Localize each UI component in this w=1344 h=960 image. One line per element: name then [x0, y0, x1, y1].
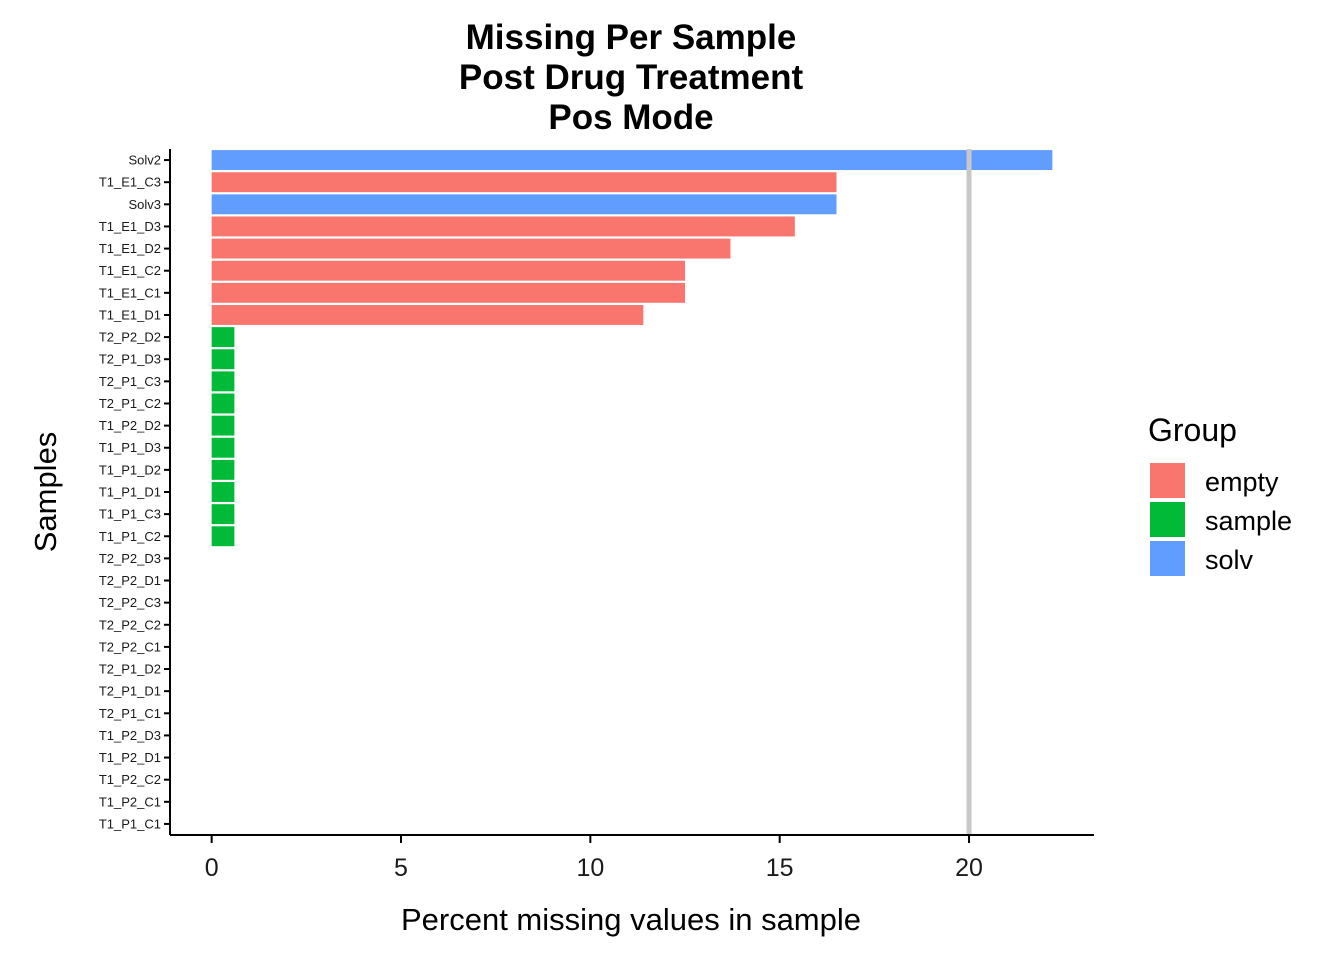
x-tick-label: 5: [394, 854, 408, 882]
y-tick-label: T1_P1_C2: [99, 529, 161, 544]
legend-swatch-solv: [1150, 541, 1185, 576]
y-tick-label: Solv3: [128, 197, 161, 212]
bar-T1_E1_D3: [211, 216, 795, 237]
y-tick-label: T2_P1_D3: [99, 352, 161, 367]
y-axis-title: Samples: [28, 432, 63, 553]
y-tick-label: T1_P2_D1: [99, 750, 161, 765]
bar-T1_P1_C2: [211, 526, 235, 547]
bar-T1_P1_D1: [211, 482, 235, 502]
bar-T2_P2_D2: [211, 327, 235, 348]
y-tick-label: T2_P2_D2: [99, 330, 161, 345]
x-axis-ticks: 0 5 10 15 20: [205, 835, 983, 882]
y-tick-label: T1_E1_D1: [99, 307, 161, 322]
y-tick-label: T1_P2_C2: [99, 772, 161, 787]
bar-Solv2: [211, 150, 1053, 171]
x-tick-label: 15: [766, 854, 794, 882]
bar-T1_E1_D2: [211, 238, 731, 259]
y-tick-label: T1_P2_D3: [99, 728, 161, 743]
bar-Solv3: [211, 194, 837, 215]
legend: Group empty sample solv: [1148, 412, 1292, 576]
bar-T1_P1_D2: [211, 459, 235, 480]
y-tick-label: T1_E1_C1: [99, 285, 161, 300]
bar-T1_P1_C3: [211, 504, 235, 525]
y-tick-label: T1_P2_D2: [99, 418, 161, 433]
y-tick-label: T2_P2_C2: [99, 617, 161, 632]
x-axis-title: Percent missing values in sample: [401, 902, 861, 937]
bar-T1_E1_C1: [211, 282, 686, 303]
chart-title: Missing Per Sample Post Drug Treatment P…: [459, 18, 804, 137]
legend-title: Group: [1148, 412, 1237, 448]
y-axis-ticks: Solv2 T1_E1_C3 Solv3 T1_E1_D3 T1_E1_D2 T1_E1_…: [99, 153, 170, 831]
y-tick-label: T2_P1_C2: [99, 396, 161, 411]
y-tick-label: T2_P2_C1: [99, 639, 161, 654]
y-tick-label: T1_E1_D3: [99, 219, 161, 234]
bar-T2_P1_C2: [211, 393, 235, 414]
plot-area: [211, 149, 1053, 835]
x-tick-label: 20: [955, 854, 983, 882]
x-tick-label: 10: [576, 854, 604, 882]
bar-T2_P1_C3: [211, 371, 235, 392]
y-tick-label: T2_P1_C1: [99, 706, 161, 721]
y-tick-label: T1_P1_D2: [99, 462, 161, 477]
bar-T1_E1_D1: [211, 305, 644, 325]
y-tick-label: T1_E1_D2: [99, 241, 161, 256]
legend-swatch-sample: [1150, 502, 1185, 537]
legend-label-solv: solv: [1205, 545, 1254, 575]
y-tick-label: T2_P2_D3: [99, 551, 161, 566]
y-tick-label: T2_P1_C3: [99, 374, 161, 389]
title-line-1: Missing Per Sample: [466, 18, 797, 57]
y-tick-label: T1_P1_C3: [99, 507, 161, 522]
y-tick-label: T1_P2_C1: [99, 794, 161, 809]
title-line-2: Post Drug Treatment: [459, 58, 804, 97]
y-tick-label: Solv2: [128, 153, 161, 168]
bar-T2_P1_D3: [211, 349, 235, 370]
legend-label-sample: sample: [1205, 506, 1292, 536]
bar-T1_P1_D3: [211, 437, 235, 458]
bar-T1_P2_D2: [211, 415, 235, 436]
bar-T1_E1_C2: [211, 260, 686, 281]
y-tick-label: T2_P2_D1: [99, 573, 161, 588]
legend-swatch-empty: [1150, 463, 1185, 498]
title-line-3: Pos Mode: [548, 98, 713, 137]
legend-label-empty: empty: [1205, 467, 1279, 497]
y-tick-label: T1_P1_C1: [99, 816, 161, 831]
y-tick-label: T1_P1_D3: [99, 440, 161, 455]
bar-T1_E1_C3: [211, 172, 837, 193]
y-tick-label: T2_P1_D2: [99, 662, 161, 677]
y-tick-label: T1_E1_C2: [99, 263, 161, 278]
legend-items: empty sample solv: [1150, 463, 1292, 576]
x-tick-label: 0: [205, 854, 219, 882]
y-tick-label: T1_P1_D1: [99, 485, 161, 500]
y-tick-label: T1_E1_C3: [99, 175, 161, 190]
y-tick-label: T2_P1_D1: [99, 684, 161, 699]
y-tick-label: T2_P2_C3: [99, 595, 161, 610]
